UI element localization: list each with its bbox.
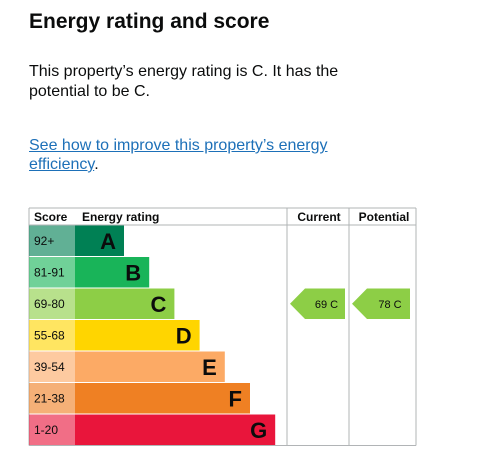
rating-bar <box>75 288 175 319</box>
rating-band-c: 69-80 C <box>29 288 175 319</box>
rating-bar <box>75 414 276 445</box>
rating-bar <box>75 225 124 256</box>
band-letter: D <box>176 323 192 348</box>
score-cell <box>29 288 75 319</box>
score-label: 55-68 <box>34 328 65 342</box>
rating-band-d: 55-68 D <box>29 320 200 351</box>
header-potential: Potential <box>359 210 410 224</box>
potential-rating-label: 78 C <box>378 299 401 311</box>
rating-summary: This property’s energy rating is C. It h… <box>29 63 339 100</box>
current-rating: 69 C <box>290 288 345 319</box>
improve-efficiency-link[interactable]: See how to improve this property’s energ… <box>29 137 328 173</box>
rating-band-a: 92+ A <box>29 225 124 256</box>
score-label: 92+ <box>34 234 54 248</box>
link-suffix: . <box>94 156 99 173</box>
header-score: Score <box>34 210 68 224</box>
rating-bands: 92+ A 81-91 B 69-80 C 55-68 D 39-54 E 21-38 F 1-20 G <box>29 225 276 445</box>
rating-bar <box>75 257 150 288</box>
band-letter: C <box>151 292 167 317</box>
score-cell <box>29 414 75 445</box>
rating-band-e: 39-54 E <box>29 351 225 382</box>
band-letter: F <box>229 386 242 411</box>
score-cell <box>29 320 75 351</box>
score-cell <box>29 257 75 288</box>
rating-markers: 69 C 78 C <box>290 288 410 319</box>
band-letter: B <box>125 260 141 285</box>
score-cell <box>29 351 75 382</box>
band-letter: E <box>202 355 217 380</box>
header-current: Current <box>297 210 340 224</box>
rating-band-g: 1-20 G <box>29 414 276 445</box>
rating-band-b: 81-91 B <box>29 257 150 288</box>
score-label: 69-80 <box>34 297 65 311</box>
current-rating-arrow <box>290 288 345 319</box>
score-cell <box>29 225 75 256</box>
improve-paragraph: See how to improve this property’s energ… <box>29 136 389 174</box>
score-label: 39-54 <box>34 360 65 374</box>
rating-band-f: 21-38 F <box>29 383 250 414</box>
rating-bar <box>75 351 225 382</box>
score-label: 21-38 <box>34 391 65 405</box>
potential-rating-arrow <box>352 288 410 319</box>
score-label: 1-20 <box>34 423 58 437</box>
page-title: Energy rating and score <box>29 10 270 33</box>
score-cell <box>29 383 75 414</box>
current-rating-label: 69 C <box>315 299 338 311</box>
rating-bar <box>75 383 250 414</box>
band-letter: G <box>250 418 267 443</box>
rating-bar <box>75 320 200 351</box>
header-energy-rating: Energy rating <box>82 210 159 224</box>
score-label: 81-91 <box>34 265 65 279</box>
chart-header: Score Energy rating Current Potential <box>34 210 409 224</box>
band-letter: A <box>100 229 116 254</box>
potential-rating: 78 C <box>352 288 410 319</box>
